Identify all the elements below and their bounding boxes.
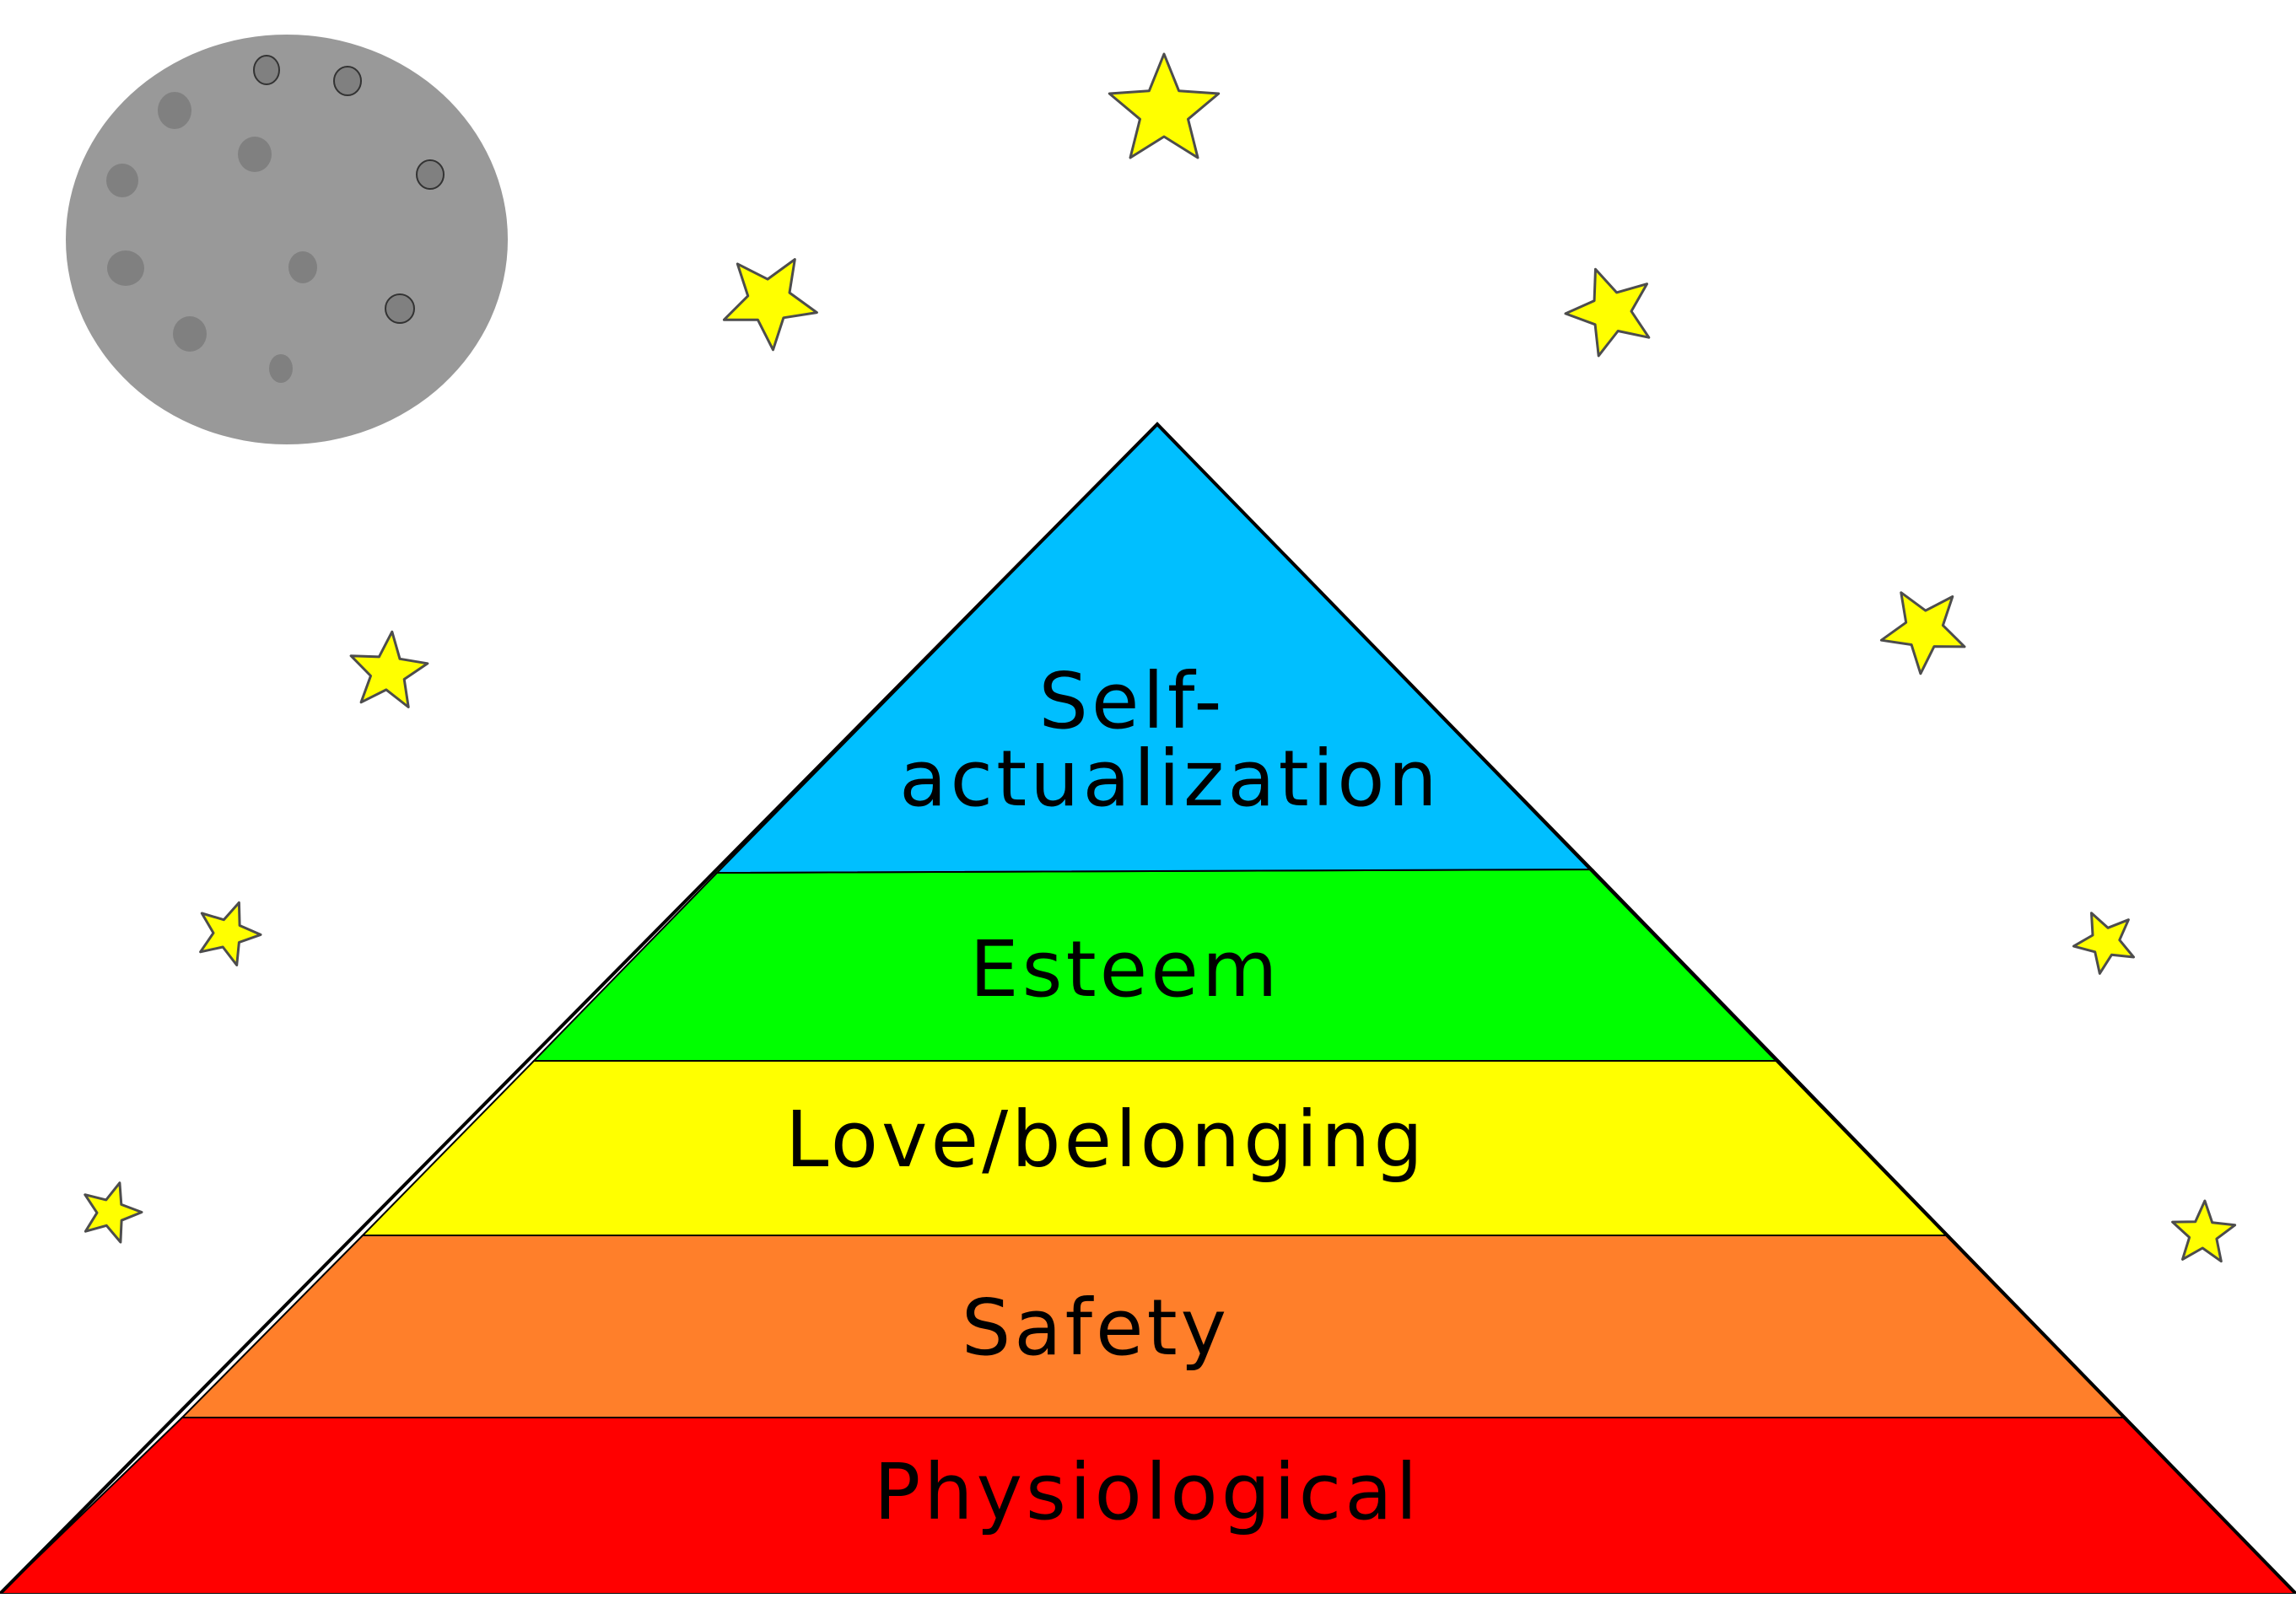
label-safety: Safety — [962, 1283, 1230, 1373]
label-physiological: Physiological — [874, 1447, 1420, 1537]
moon-craters — [106, 55, 445, 383]
moon-crater — [288, 251, 317, 283]
label-self-actualization-line-2: actualization — [899, 734, 1441, 824]
moon-disc — [66, 35, 508, 444]
moon-crater — [107, 250, 144, 286]
pyramid — [0, 422, 2296, 1595]
moon-crater — [385, 293, 415, 324]
moon-crater — [269, 354, 293, 383]
moon-crater — [158, 92, 191, 129]
star-icon — [722, 258, 818, 352]
star-icon — [84, 1181, 143, 1244]
label-love-belonging: Love/belonging — [785, 1095, 1426, 1185]
star-icon — [349, 630, 429, 708]
stars — [84, 52, 2237, 1263]
star-icon — [199, 901, 262, 966]
moon-crater — [416, 159, 445, 190]
pyramid-outline — [0, 422, 2296, 1595]
moon-crater — [106, 164, 138, 197]
star-icon — [2171, 1199, 2237, 1263]
label-self-actualization: Self- — [1038, 656, 1225, 746]
star-icon — [1108, 52, 1221, 159]
moon-crater — [173, 316, 207, 352]
star-icon — [1879, 591, 1966, 675]
moon-crater — [333, 66, 362, 96]
moon-crater — [253, 55, 280, 85]
label-self-actualization-line-1: Self- — [1038, 656, 1225, 746]
moon — [66, 35, 508, 444]
label-esteem: Esteem — [970, 924, 1281, 1014]
label-self-actualization-2: actualization — [899, 734, 1441, 824]
level-labels: Self- actualization Esteem Love/belongin… — [785, 656, 1441, 1537]
star-icon — [2072, 912, 2135, 975]
moon-crater — [238, 137, 272, 172]
star-icon — [1564, 267, 1651, 358]
